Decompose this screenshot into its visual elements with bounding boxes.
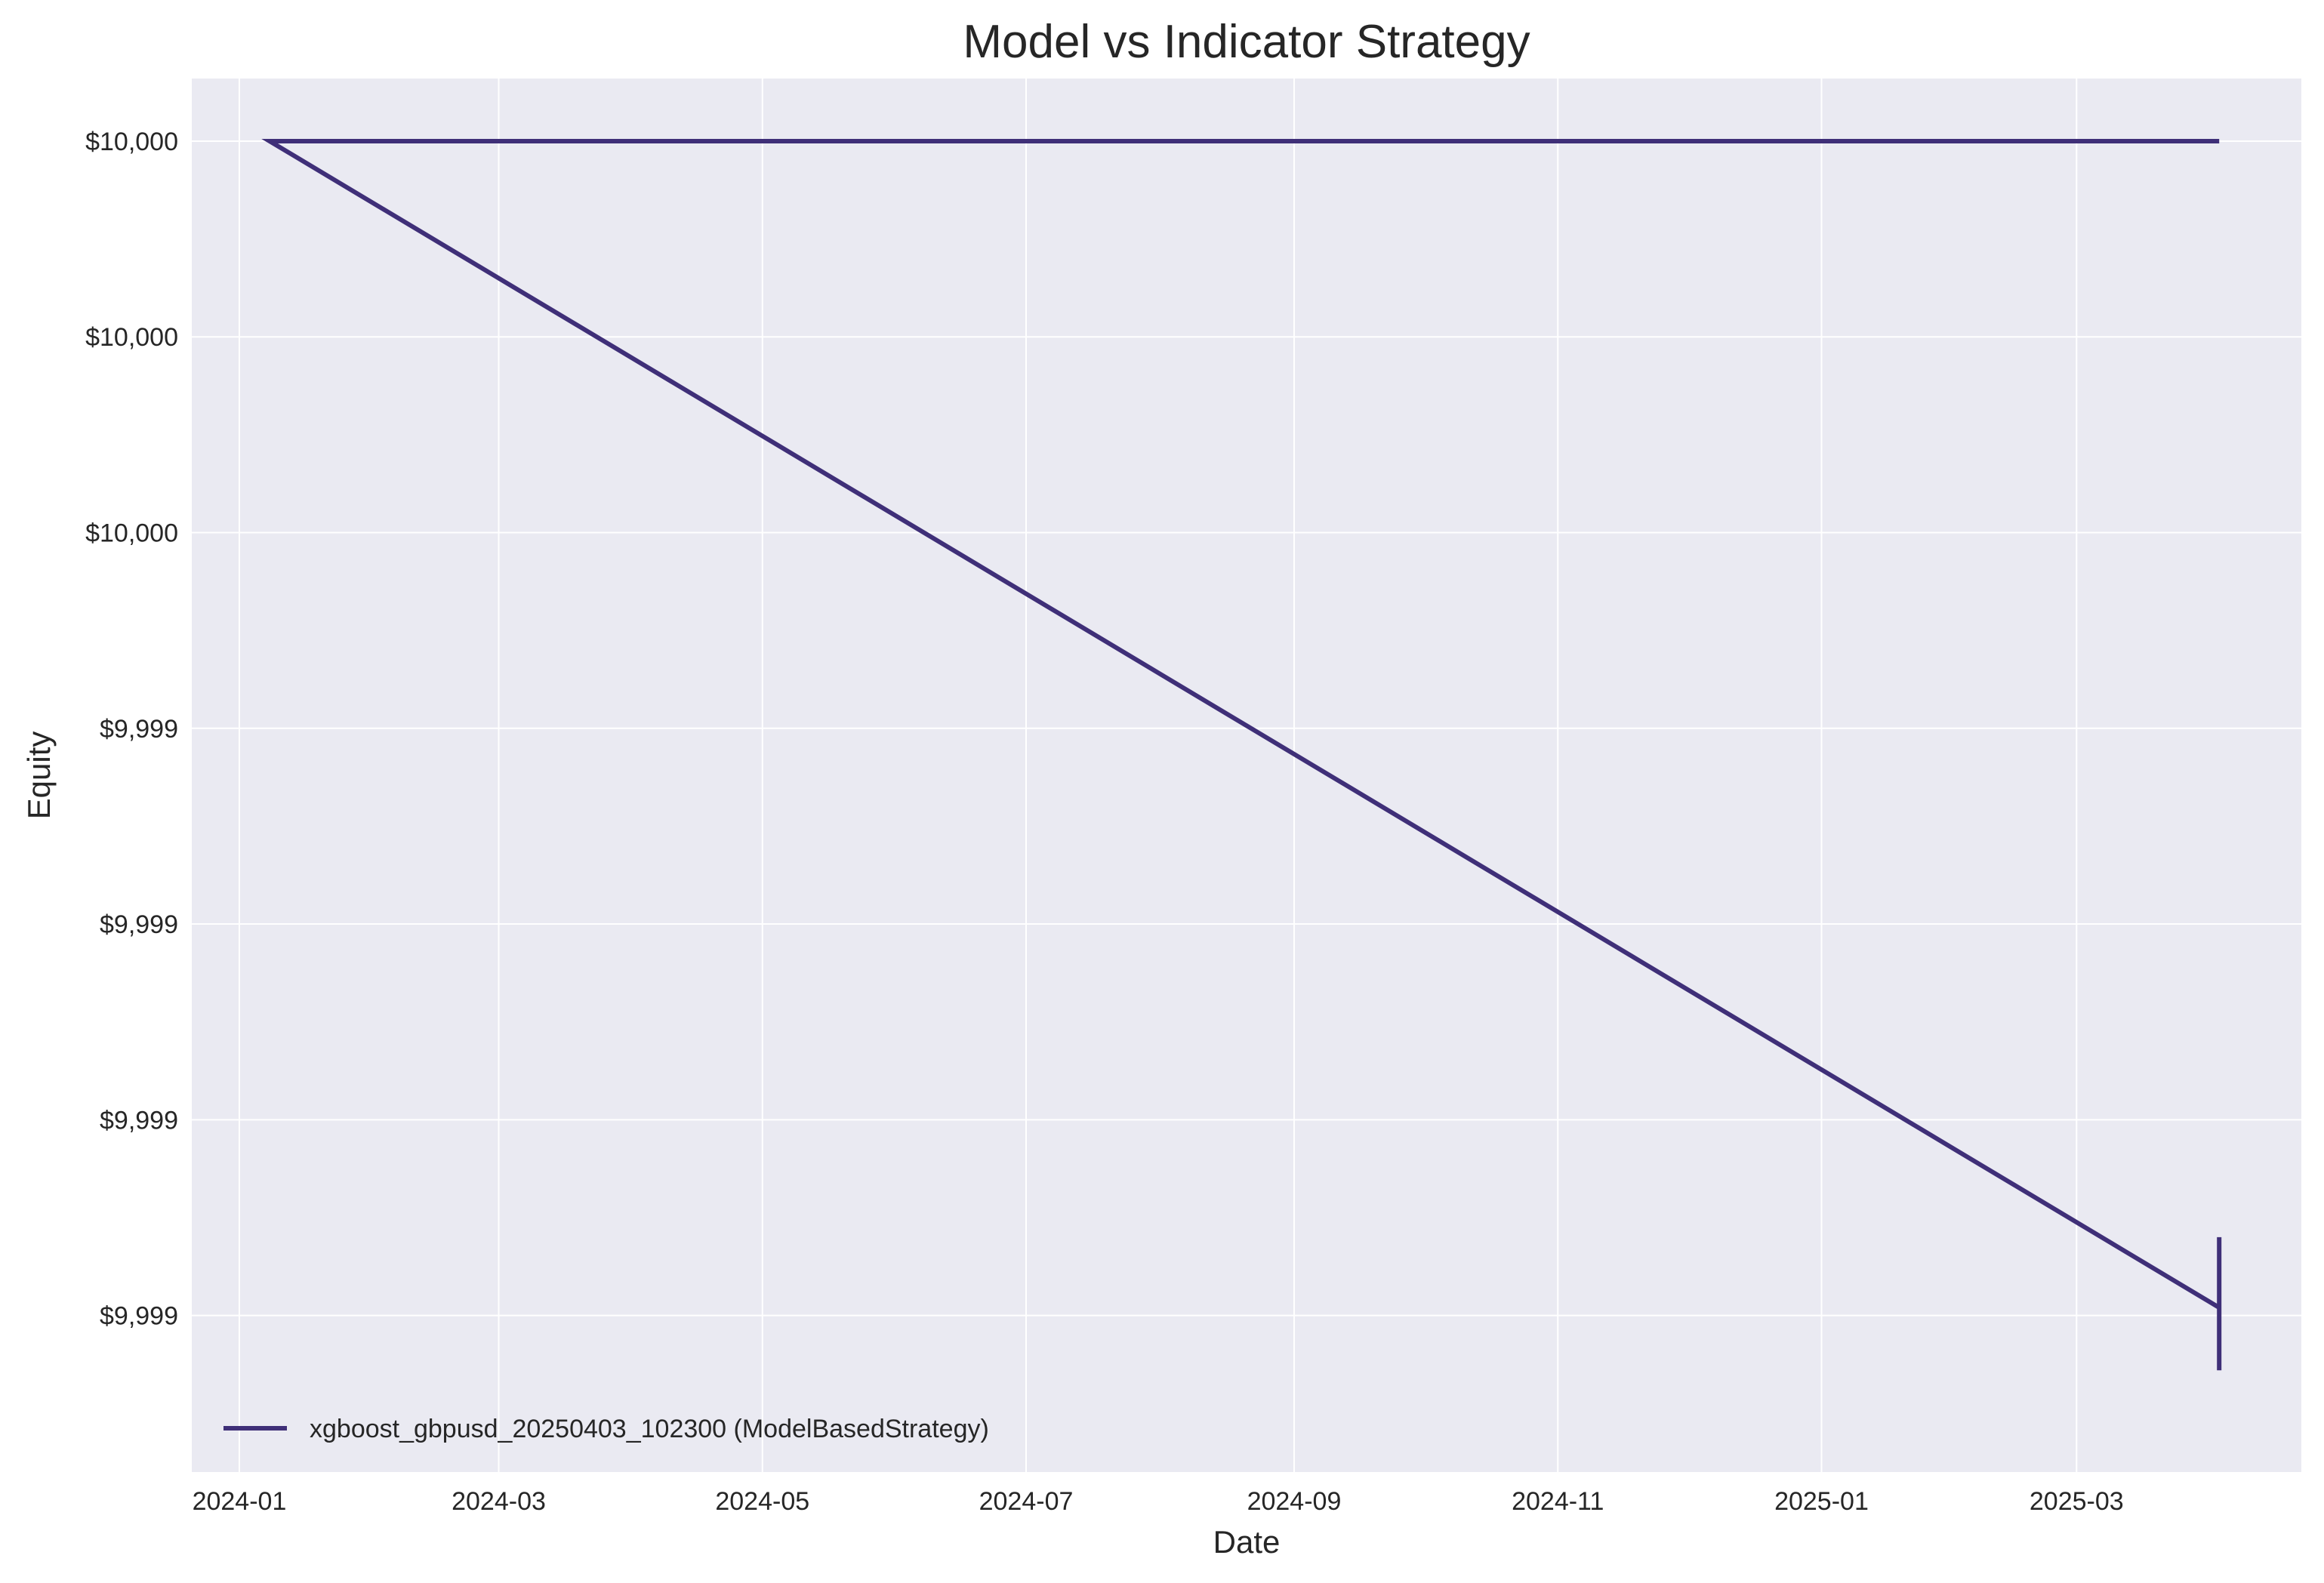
y-axis-label: Equity xyxy=(21,731,57,820)
y-tick-label: $9,999 xyxy=(100,1302,178,1331)
y-axis-ticks: $10,000 $10,000 $10,000 $9,999 $9,999 $9,999 $… xyxy=(85,128,178,1331)
series-layer xyxy=(261,139,2222,1371)
x-tick-label: 2024-03 xyxy=(452,1487,546,1516)
x-axis-ticks: 2024-01 2024-03 2024-05 2024-07 2024-09 2024-… xyxy=(193,1487,2124,1516)
x-tick-label: 2024-07 xyxy=(979,1487,1074,1516)
y-tick-label: $10,000 xyxy=(85,128,178,156)
y-tick-label: $9,999 xyxy=(100,715,178,744)
x-tick-label: 2024-01 xyxy=(193,1487,287,1516)
x-tick-label: 2025-01 xyxy=(1774,1487,1869,1516)
y-tick-label: $10,000 xyxy=(85,519,178,548)
series-line-0 xyxy=(261,139,2222,1371)
x-axis-label: Date xyxy=(1213,1524,1281,1560)
x-tick-label: 2025-03 xyxy=(2030,1487,2124,1516)
x-tick-label: 2024-09 xyxy=(1247,1487,1342,1516)
y-tick-label: $9,999 xyxy=(100,1106,178,1135)
y-tick-label: $10,000 xyxy=(85,323,178,352)
chart-title: Model vs Indicator Strategy xyxy=(963,16,1530,68)
x-tick-label: 2024-11 xyxy=(1512,1487,1604,1516)
x-tick-label: 2024-05 xyxy=(715,1487,809,1516)
y-tick-label: $9,999 xyxy=(100,910,178,939)
plot-area xyxy=(192,79,2301,1472)
legend-label: xgboost_gbpusd_20250403_102300 (ModelBas… xyxy=(310,1415,989,1443)
legend: xgboost_gbpusd_20250403_102300 (ModelBas… xyxy=(223,1415,989,1443)
